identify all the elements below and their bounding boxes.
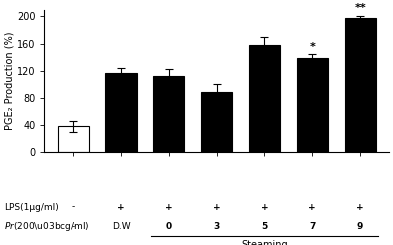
- Text: -: -: [72, 203, 75, 211]
- Text: 3: 3: [213, 222, 220, 231]
- Text: 0: 0: [166, 222, 172, 231]
- Bar: [153, 76, 184, 152]
- Text: 7: 7: [309, 222, 316, 231]
- Bar: [345, 18, 376, 152]
- Text: +: +: [356, 203, 364, 211]
- Text: $\it{Pr}$(200\u03bcg/ml): $\it{Pr}$(200\u03bcg/ml): [4, 220, 89, 233]
- Bar: [58, 126, 89, 152]
- Text: 5: 5: [261, 222, 268, 231]
- Text: -: -: [72, 222, 75, 231]
- Text: **: **: [354, 3, 366, 13]
- Text: +: +: [213, 203, 220, 211]
- Y-axis label: PGE₂ Production (%): PGE₂ Production (%): [4, 32, 14, 130]
- Text: 9: 9: [357, 222, 363, 231]
- Bar: [297, 59, 328, 152]
- Text: LPS(1μg/ml): LPS(1μg/ml): [4, 203, 59, 211]
- Bar: [105, 73, 136, 152]
- Text: +: +: [117, 203, 125, 211]
- Text: +: +: [165, 203, 173, 211]
- Text: +: +: [261, 203, 268, 211]
- Text: *: *: [309, 42, 315, 52]
- Text: D.W: D.W: [112, 222, 130, 231]
- Text: Steaming: Steaming: [241, 240, 288, 245]
- Bar: [201, 92, 232, 152]
- Bar: [249, 45, 280, 152]
- Text: +: +: [309, 203, 316, 211]
